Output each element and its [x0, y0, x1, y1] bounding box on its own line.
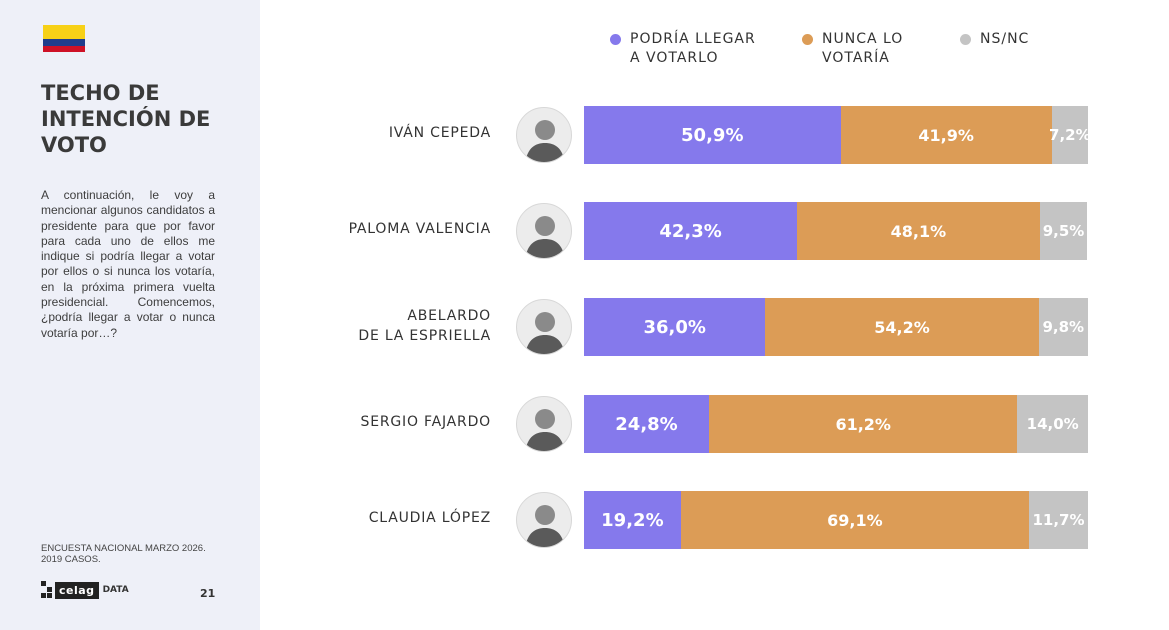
legend-label: PODRÍA LLEGAR A VOTARLO	[630, 31, 756, 66]
logo-suffix: DATA	[102, 585, 129, 595]
bar-segment: 69,1%	[680, 491, 1030, 549]
candidate-label: IVÁN CEPEDA	[388, 125, 491, 141]
bar-segment: 48,1%	[797, 202, 1040, 260]
logo-pixel-icon	[41, 581, 53, 599]
colombia-flag-icon	[43, 25, 85, 52]
bar-segment: 7,2%	[1049, 106, 1091, 164]
person-portrait-icon	[516, 396, 572, 452]
bar-row: 42,3% 48,1% 9,5%	[584, 202, 1088, 260]
page-number: 21	[200, 587, 216, 600]
candidate-label: ABELARDO DE LA ESPRIELLA	[358, 308, 491, 344]
bar-segment: 36,0%	[584, 298, 766, 356]
bar-row: 36,0% 54,2% 9,8%	[584, 298, 1088, 356]
survey-footnote: ENCUESTA NACIONAL MARZO 2026. 2019 CASOS…	[41, 543, 206, 565]
legend-dot-icon	[610, 34, 621, 45]
legend-dot-icon	[960, 34, 971, 45]
candidate-label: PALOMA VALENCIA	[348, 221, 491, 237]
bar-segment: 24,8%	[584, 395, 709, 453]
bar-row: 24,8% 61,2% 14,0%	[584, 395, 1088, 453]
flag-stripe	[43, 39, 85, 46]
survey-question: A continuación, le voy a mencionar algun…	[41, 188, 215, 340]
person-portrait-icon	[516, 203, 572, 259]
bar-segment: 61,2%	[708, 395, 1018, 453]
candidate-label: CLAUDIA LÓPEZ	[368, 510, 491, 526]
flag-stripe	[43, 25, 85, 32]
bar-segment: 14,0%	[1017, 395, 1088, 453]
legend-item: PODRÍA LLEGAR A VOTARLO	[610, 30, 756, 68]
bar-segment: 50,9%	[584, 106, 841, 164]
bar-row: 50,9% 41,9% 7,2%	[584, 106, 1091, 164]
legend-item: NUNCA LO VOTARÍA	[802, 30, 903, 68]
bar-segment: 42,3%	[584, 202, 798, 260]
legend-label: NUNCA LO VOTARÍA	[822, 31, 904, 66]
person-portrait-icon	[516, 107, 572, 163]
person-portrait-icon	[516, 492, 572, 548]
legend-label: NS/NC	[980, 31, 1030, 47]
page-title: TECHO DE INTENCIÓN DE VOTO	[41, 81, 211, 157]
logo-wordmark: celag	[55, 581, 99, 599]
bar-segment: 19,2%	[584, 491, 681, 549]
legend-item: NS/NC	[960, 30, 1029, 49]
celag-logo: celag DATA	[41, 581, 129, 599]
bar-row: 19,2% 69,1% 11,7%	[584, 491, 1088, 549]
bar-segment: 54,2%	[765, 298, 1039, 356]
person-portrait-icon	[516, 299, 572, 355]
legend-dot-icon	[802, 34, 813, 45]
flag-stripe	[43, 45, 85, 52]
candidate-label: SERGIO FAJARDO	[360, 414, 491, 430]
bar-segment: 9,5%	[1039, 202, 1088, 260]
flag-stripe	[43, 32, 85, 39]
sidebar-panel: TECHO DE INTENCIÓN DE VOTO A continuació…	[0, 0, 260, 630]
bar-segment: 9,8%	[1038, 298, 1088, 356]
bar-segment: 11,7%	[1029, 491, 1088, 549]
bar-segment: 41,9%	[840, 106, 1052, 164]
